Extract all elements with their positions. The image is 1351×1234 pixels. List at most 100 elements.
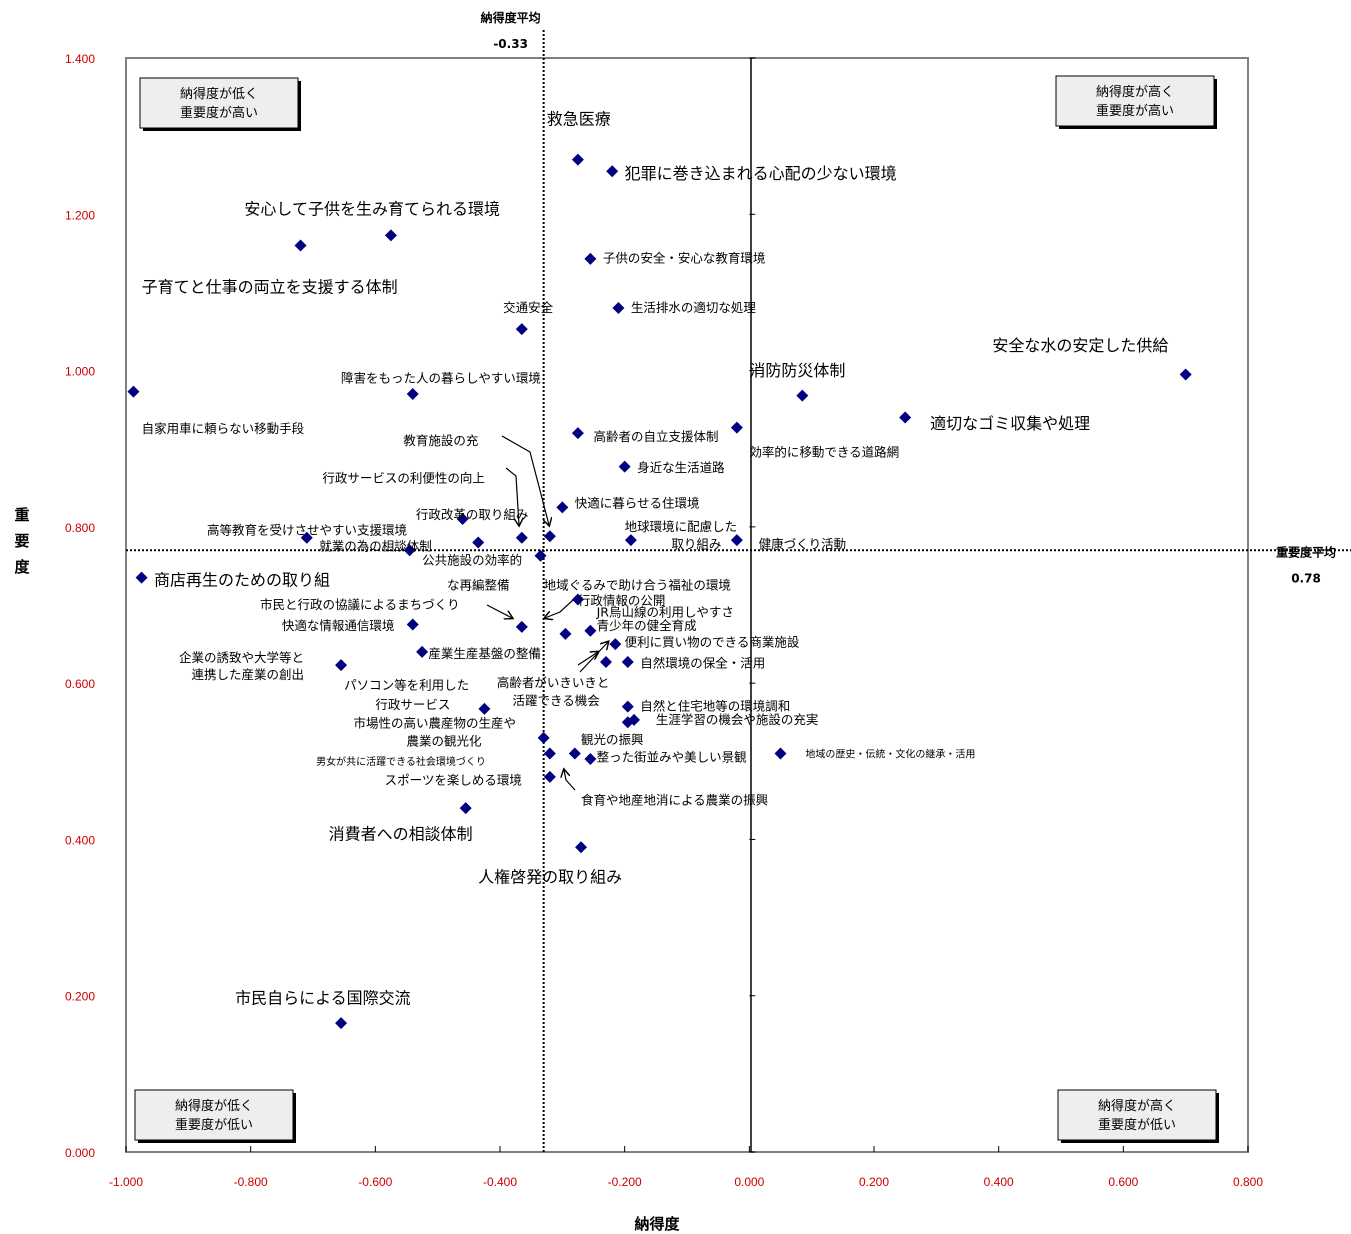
quadrant-boxes: 納得度が低く重要度が高い納得度が高く重要度が高い納得度が低く重要度が低い納得度が… — [134, 75, 1219, 1143]
avg-y-value: 0.78 — [1291, 571, 1321, 585]
point-label: 市場性の高い農産物の生産や — [354, 716, 517, 731]
data-point — [796, 389, 809, 402]
point-label: 行政サービスの利便性の向上 — [322, 470, 485, 485]
data-point — [406, 618, 419, 631]
y-tick-label: 0.600 — [65, 677, 95, 691]
plot-frame — [125, 57, 1249, 1153]
point-label: 便利に買い物のできる商業施設 — [625, 634, 800, 649]
x-tick-label: 0.600 — [1108, 1175, 1138, 1189]
point-label: 活躍できる機会 — [512, 693, 600, 708]
quadrant-text: 納得度が低く — [180, 86, 258, 102]
data-point — [612, 302, 625, 315]
data-point — [621, 700, 634, 713]
data-point — [584, 624, 597, 637]
avg-x-value: -0.33 — [493, 37, 528, 51]
x-axis-title: 納得度 — [634, 1215, 680, 1233]
data-point — [628, 713, 641, 726]
quadrant-text: 重要度が低い — [1098, 1117, 1176, 1133]
data-point — [515, 323, 528, 336]
data-point — [300, 531, 313, 544]
point-label: 教育施設の充 — [403, 433, 478, 448]
data-point — [335, 1017, 348, 1030]
point-label: な再編整備 — [447, 577, 510, 592]
y-tick-label: 0.400 — [65, 833, 95, 847]
data-point — [556, 501, 569, 514]
y-tick-label: 1.400 — [65, 52, 95, 66]
data-point — [515, 531, 528, 544]
point-label: 人権啓発の取り組み — [478, 867, 622, 886]
point-label: 健康づくり活動 — [759, 537, 847, 552]
tick-layer: -1.000 -0.800 -0.600 -0.400 -0.200 0.000 0.200… — [65, 52, 1263, 1189]
point-label: スポーツを楽しめる環境 — [385, 773, 522, 788]
data-point — [609, 638, 622, 651]
data-point — [406, 388, 419, 401]
quadrant-text: 納得度が低く — [175, 1098, 253, 1114]
point-label: 食育や地産地消による農業の振興 — [581, 792, 768, 807]
x-tick-label: 0.200 — [859, 1175, 889, 1189]
x-tick-label: -0.400 — [483, 1175, 517, 1189]
data-point — [621, 656, 634, 669]
data-point — [730, 534, 743, 547]
point-label: 行政改革の取り組み — [416, 507, 529, 522]
point-label: パソコン等を利用した — [344, 677, 469, 692]
point-label: 高等教育を受けさせやすい支援環境 — [207, 523, 407, 538]
quadrant-text: 納得度が高く — [1098, 1098, 1176, 1114]
point-label: 市民自らによる国際交流 — [235, 989, 411, 1008]
data-point — [456, 513, 469, 526]
data-point — [1179, 368, 1192, 381]
y-axis-title: 重要度 — [14, 506, 30, 576]
x-tick-label: 0.400 — [984, 1175, 1014, 1189]
data-point — [899, 411, 912, 424]
point-label: 高齢者の自立支援体制 — [594, 429, 719, 444]
point-label: 整った街並みや美しい景観 — [597, 749, 748, 764]
x-tick-label: 0.000 — [734, 1175, 764, 1189]
point-label: 農業の観光化 — [407, 734, 483, 749]
average-lines: 納得度平均 -0.33 重要度平均 0.78 — [126, 10, 1351, 1152]
data-point — [534, 549, 547, 562]
data-point — [384, 229, 397, 242]
point-label: 就業の為の相談体制 — [319, 538, 432, 553]
point-label: 地球環境に配慮した — [625, 519, 738, 534]
point-label: 男女が共に活躍できる社会環境づくり — [316, 755, 486, 768]
point-label: 安全な水の安定した供給 — [992, 336, 1168, 355]
data-point — [294, 239, 307, 252]
y-tick-label: 1.200 — [65, 208, 95, 222]
point-label: 交通安全 — [503, 300, 554, 315]
data-point — [515, 620, 528, 633]
data-point — [571, 427, 584, 440]
point-label: 市民と行政の協議によるまちづくり — [260, 597, 460, 612]
data-point — [543, 747, 556, 760]
avg-x-title: 納得度平均 — [481, 10, 541, 25]
point-label: JR烏山線の利用しやすさ — [596, 605, 734, 620]
point-label: 連携した産業の創出 — [191, 667, 304, 682]
point-label: 商店再生のための取り組 — [154, 570, 330, 589]
point-label: 快適な情報通信環境 — [282, 618, 395, 633]
data-point — [571, 593, 584, 606]
point-label: 観光の振興 — [581, 732, 644, 747]
point-label: 取り組み — [671, 537, 721, 552]
point-label: 生涯学習の機会や施設の充実 — [656, 712, 819, 727]
data-point — [730, 421, 743, 434]
x-tick-label: -0.200 — [608, 1175, 642, 1189]
data-point — [584, 752, 597, 765]
data-point — [127, 385, 140, 398]
point-label: 青少年の健全育成 — [597, 618, 697, 633]
point-label: 行政サービス — [375, 697, 450, 712]
data-point — [472, 536, 485, 549]
data-point — [537, 731, 550, 744]
data-point — [559, 627, 572, 640]
data-point — [543, 530, 556, 543]
point-label: 自家用車に頼らない移動手段 — [142, 421, 305, 436]
y-tick-label: 0.000 — [65, 1146, 95, 1160]
point-label: 子供の安全・安心な教育環境 — [603, 251, 766, 266]
data-point — [416, 645, 429, 658]
leader-arrows — [486, 435, 608, 791]
data-points — [127, 153, 1192, 1030]
point-label: 安心して子供を生み育てられる環境 — [244, 199, 500, 218]
point-label: 企業の誘致や大学等と — [179, 650, 304, 665]
point-label: 行政情報の公開 — [578, 593, 666, 608]
quadrant-text: 重要度が高い — [1096, 103, 1174, 119]
